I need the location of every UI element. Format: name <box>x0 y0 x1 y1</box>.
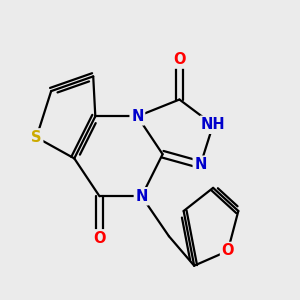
Text: O: O <box>173 52 186 67</box>
Text: O: O <box>93 231 106 246</box>
Text: N: N <box>131 109 144 124</box>
Text: S: S <box>31 130 42 145</box>
Text: NH: NH <box>201 117 225 132</box>
Text: N: N <box>135 189 148 204</box>
Text: O: O <box>222 244 234 259</box>
Text: N: N <box>194 157 207 172</box>
